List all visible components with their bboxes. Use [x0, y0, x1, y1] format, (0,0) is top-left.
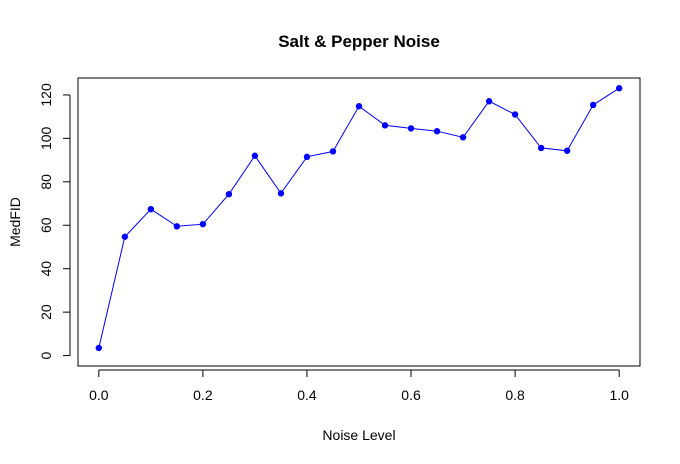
data-point: [147, 205, 155, 213]
y-tick-label: 0: [38, 351, 54, 359]
data-point: [199, 220, 207, 228]
plot-frame: [77, 77, 641, 367]
data-point: [173, 223, 181, 230]
y-tick-label: 120: [38, 83, 54, 107]
data-point: [511, 111, 519, 118]
y-tick-label: 60: [38, 217, 54, 233]
y-tick-label: 100: [38, 126, 54, 150]
x-tick-label: 0.4: [297, 387, 317, 403]
y-tick-label: 80: [38, 174, 54, 190]
series-line: [98, 87, 620, 349]
x-axis: 0.0 0.2 0.4 0.6 0.8 1.0: [89, 369, 629, 403]
data-point: [485, 98, 493, 105]
x-tick-label: 0.2: [193, 387, 213, 403]
data-point: [615, 85, 623, 92]
x-tick-label: 0.8: [505, 387, 525, 403]
data-point: [433, 128, 441, 135]
x-axis-label: Noise Level: [322, 427, 395, 443]
data-point: [329, 148, 337, 155]
data-point: [381, 122, 389, 129]
y-axis-label: MedFID: [7, 197, 23, 247]
data-point: [407, 125, 415, 132]
chart-title: Salt & Pepper Noise: [278, 32, 440, 51]
y-tick-label: 20: [38, 304, 54, 320]
y-axis: 0 20 40 60 80 100 120: [38, 83, 71, 359]
series-group: [95, 85, 623, 352]
data-point: [121, 233, 129, 240]
data-point: [563, 147, 571, 154]
data-point: [537, 144, 545, 152]
x-tick-label: 1.0: [609, 387, 629, 403]
data-point: [251, 152, 259, 159]
data-point: [277, 190, 285, 197]
data-point: [225, 190, 233, 198]
data-point: [589, 101, 597, 109]
y-tick-label: 40: [38, 261, 54, 277]
data-point: [303, 153, 311, 161]
x-tick-label: 0.0: [89, 387, 109, 403]
data-point: [95, 344, 103, 352]
x-tick-label: 0.6: [401, 387, 421, 403]
data-point: [459, 134, 467, 141]
data-point: [355, 103, 363, 110]
